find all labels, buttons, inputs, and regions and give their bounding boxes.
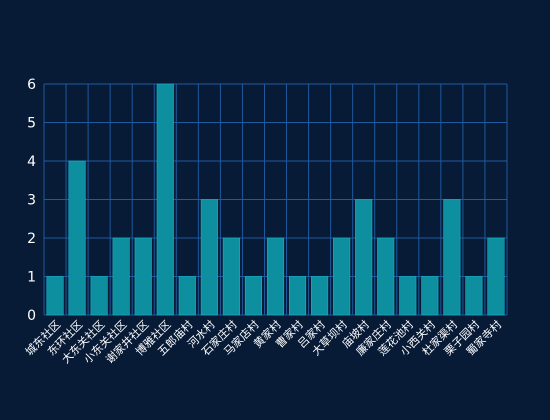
bar (465, 276, 483, 316)
bar (156, 83, 174, 316)
y-tick-label: 0 (27, 308, 36, 324)
bar (377, 237, 395, 316)
bar (443, 199, 461, 316)
y-tick-label: 5 (27, 116, 36, 132)
y-tick-label: 1 (27, 270, 36, 286)
y-tick-label: 3 (27, 193, 36, 209)
y-axis-ticks: 0 1 2 3 4 5 6 (27, 77, 36, 324)
bar (200, 199, 218, 316)
bar (112, 237, 130, 316)
bar (421, 276, 439, 316)
bar (90, 276, 108, 316)
bar (333, 237, 351, 316)
bar (399, 276, 417, 316)
bar (68, 160, 86, 316)
y-tick-label: 6 (27, 77, 36, 93)
bar (244, 276, 263, 316)
y-tick-label: 4 (27, 154, 36, 170)
bar (288, 276, 307, 316)
bar (134, 237, 152, 316)
bars (46, 83, 505, 316)
bar (222, 237, 240, 316)
bar (355, 199, 373, 316)
bar (266, 237, 285, 316)
bar (487, 237, 505, 316)
bar (178, 276, 196, 316)
bar (46, 276, 64, 316)
bar (311, 276, 329, 316)
y-tick-label: 2 (27, 231, 36, 247)
